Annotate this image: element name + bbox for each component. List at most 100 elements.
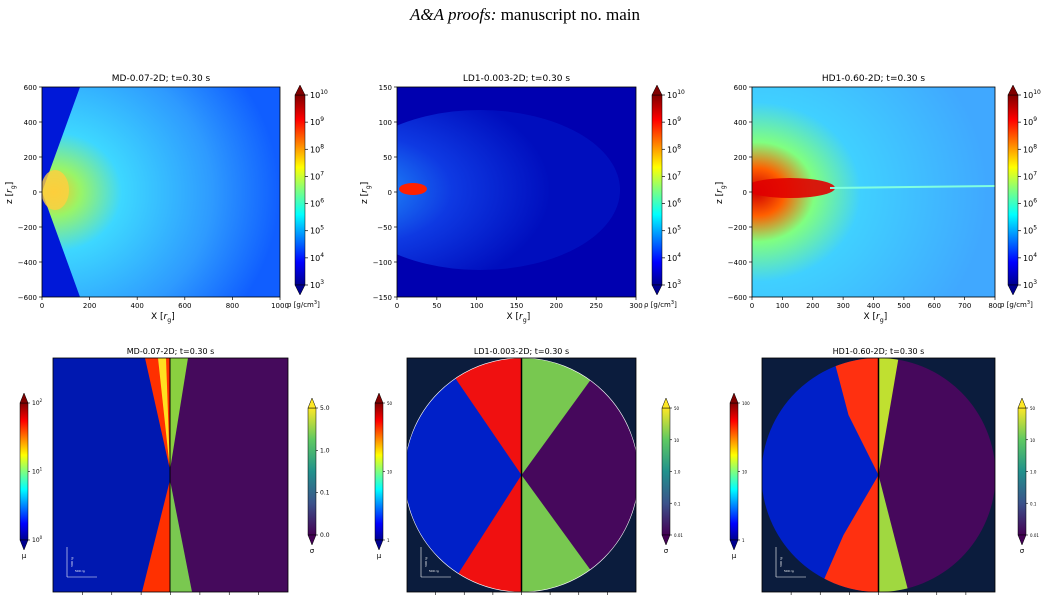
x-tick-label: 400 xyxy=(867,302,880,310)
label-sub: g xyxy=(10,185,17,189)
y-tick-label: −150 xyxy=(373,294,392,302)
label-var: r xyxy=(360,188,370,193)
colorbar-tick-label: 104 xyxy=(667,252,681,263)
x-tick-label: 400 xyxy=(131,302,144,310)
colorbar-tick-label: 1.0 xyxy=(674,470,681,475)
tick-base: 10 xyxy=(1023,118,1033,127)
colorbar xyxy=(307,407,317,536)
label-text: ρ [g/cm xyxy=(1000,301,1027,309)
colorbar xyxy=(651,94,663,286)
tick-base: 10 xyxy=(667,118,677,127)
jet-bottom xyxy=(446,475,522,592)
label-var: r xyxy=(519,312,524,322)
axis-label: X [rg] xyxy=(151,312,175,324)
tick-base: 10 xyxy=(310,91,320,100)
colorbar-label: μ xyxy=(377,552,382,560)
y-tick-label: −200 xyxy=(728,224,747,232)
tick-base: 10 xyxy=(310,227,320,236)
tick-base: 10 xyxy=(1023,172,1033,181)
x-tick-label: 0 xyxy=(40,302,44,310)
tick-exp: 9 xyxy=(677,116,681,123)
colorbar-tick-label: 105 xyxy=(310,225,324,236)
label-sub: g xyxy=(523,317,527,324)
colorbar-tick-label: 105 xyxy=(667,225,681,236)
tick-base: 10 xyxy=(32,469,40,476)
label-sub: g xyxy=(167,317,171,324)
colorbar-tick-label: 50 xyxy=(674,406,680,411)
label-var: r xyxy=(876,312,881,322)
colorbar-tick-label: 108 xyxy=(310,143,324,154)
x-tick-label: 600 xyxy=(178,302,191,310)
colorbar-tick-label: 0.0 xyxy=(320,532,330,539)
colorbar-tick-label: 5.0 xyxy=(320,405,330,412)
label-text: z [ xyxy=(360,193,370,204)
colorbar-extend xyxy=(374,539,384,551)
label-var: r xyxy=(5,188,15,193)
label-text: X [ xyxy=(507,312,520,322)
label-text: z [ xyxy=(5,193,15,204)
tick-exp: 1 xyxy=(40,467,43,472)
colorbar-tick-label: 0.01 xyxy=(1030,533,1039,538)
x-tick-label: 250 xyxy=(589,302,602,310)
colorbar-tick-label: 0.1 xyxy=(674,501,681,506)
label-sup: 3 xyxy=(1027,300,1030,306)
y-tick-label: 0 xyxy=(388,189,392,197)
label-text: X [ xyxy=(864,312,877,322)
core xyxy=(752,178,835,198)
axis-label: z [rg] xyxy=(715,182,727,204)
label-sub: g xyxy=(880,317,884,324)
tick-base: 10 xyxy=(667,254,677,263)
panel-title: HD1-0.60-2D; t=0.30 s xyxy=(833,347,925,356)
colorbar xyxy=(661,407,671,536)
scale-label: 500 rg xyxy=(779,557,783,567)
density-map xyxy=(752,87,995,297)
tick-base: 10 xyxy=(667,227,677,236)
manuscript: manuscript no. main xyxy=(501,5,641,24)
axis-label: X [rg] xyxy=(507,312,531,324)
colorbar-tick-label: 0.01 xyxy=(674,533,683,538)
sigma-jet xyxy=(878,475,909,592)
tick-base: 10 xyxy=(667,281,677,290)
tick-exp: 6 xyxy=(677,198,681,205)
x-tick-label: 100 xyxy=(776,302,789,310)
y-tick-label: −400 xyxy=(728,259,747,267)
y-tick-label: 100 xyxy=(379,119,392,127)
colorbar-extend xyxy=(374,392,384,404)
axis-label: z [rg] xyxy=(360,182,372,204)
colorbar-extend xyxy=(1017,534,1027,546)
panel-title: MD-0.07-2D; t=0.30 s xyxy=(127,347,215,356)
tick-exp: 4 xyxy=(677,252,681,259)
colorbar-tick-label: 100 xyxy=(32,535,43,544)
tick-base: 10 xyxy=(310,145,320,154)
tick-exp: 4 xyxy=(320,252,324,259)
tick-base: 10 xyxy=(1023,91,1033,100)
colorbar-tick-label: 1 xyxy=(742,538,745,543)
panel-title: LD1-0.003-2D; t=0.30 s xyxy=(463,74,570,84)
label-text: ] xyxy=(5,182,15,186)
colorbar xyxy=(19,402,29,541)
colorbar-label: μ xyxy=(732,552,737,560)
label-text: ] xyxy=(317,301,320,309)
outflow xyxy=(42,87,280,297)
tick-exp: 10 xyxy=(320,89,328,96)
jet-top xyxy=(441,358,522,475)
outflow xyxy=(397,110,620,270)
colorbar-extend xyxy=(294,284,306,296)
colorbar-tick-label: 10 xyxy=(387,470,393,475)
tick-base: 10 xyxy=(667,172,677,181)
label-text: ] xyxy=(715,182,725,186)
label-text: ] xyxy=(1030,301,1033,309)
y-tick-label: 200 xyxy=(734,154,747,162)
tick-exp: 10 xyxy=(677,89,685,96)
jet-map xyxy=(53,358,288,592)
y-tick-label: −100 xyxy=(373,259,392,267)
colorbar-label: σ xyxy=(664,547,669,555)
y-tick-label: 400 xyxy=(734,119,747,127)
tick-exp: 3 xyxy=(1033,279,1037,286)
colorbar-extend xyxy=(729,539,739,551)
label-text: ] xyxy=(171,312,175,322)
label-text: X [ xyxy=(151,312,164,322)
y-tick-label: 150 xyxy=(379,84,392,92)
x-tick-label: 50 xyxy=(432,302,441,310)
